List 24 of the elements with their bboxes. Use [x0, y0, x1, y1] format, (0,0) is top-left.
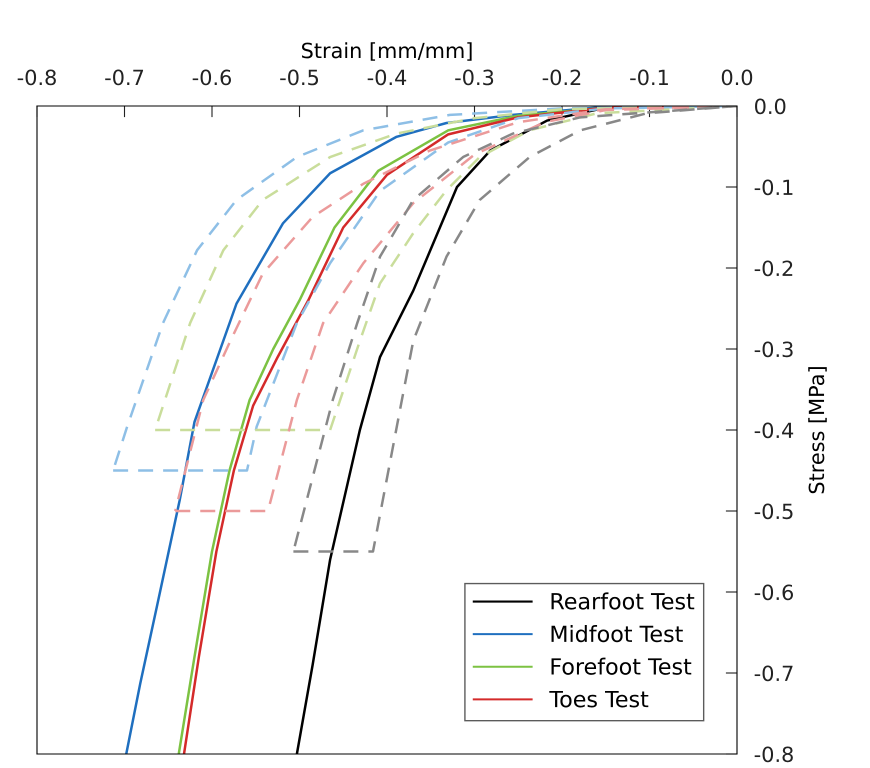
legend-label: Forefoot Test: [552, 658, 692, 675]
x-tick-label: 0.0: [722, 70, 752, 86]
legend-label: Toes Test: [549, 690, 648, 708]
x-tick-label: -0.5: [280, 70, 318, 86]
y-axis-title: Stress [MPa]: [808, 367, 827, 494]
legend-label: Midfoot Test: [552, 625, 683, 642]
x-tick-label: -0.7: [105, 70, 144, 86]
y-tick-label: -0.7: [754, 665, 793, 682]
x-tick-label: -0.3: [455, 70, 494, 86]
x-tick-label: -0.1: [630, 70, 668, 86]
y-tick-label: 0.0: [755, 98, 786, 114]
y-tick-label: -0.5: [754, 503, 792, 520]
y-tick-label: -0.6: [754, 584, 794, 600]
y-tick-label: -0.3: [754, 341, 793, 358]
x-tick-label: -0.4: [368, 70, 406, 86]
y-tick-label: -0.4: [754, 422, 794, 438]
y-tick-label: -0.2: [754, 260, 792, 276]
x-axis-title: Strain [mm/mm]: [302, 42, 472, 61]
x-tick-label: -0.2: [542, 70, 580, 86]
y-tick-label: -0.8: [754, 746, 793, 762]
y-tick-label: -0.1: [754, 179, 792, 196]
legend-label: Rearfoot Test: [552, 592, 694, 610]
x-tick-label: -0.8: [18, 70, 56, 86]
x-tick-label: -0.6: [192, 70, 232, 86]
